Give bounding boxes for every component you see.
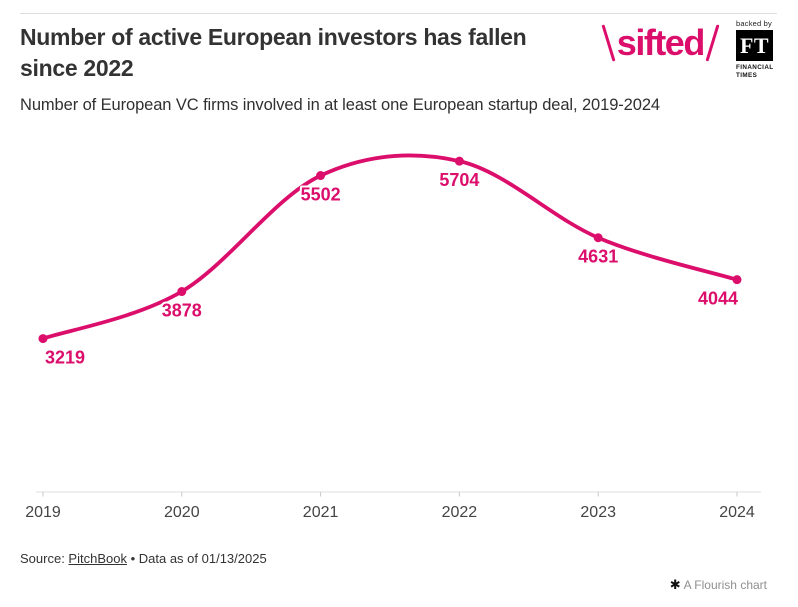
sifted-wordmark: sifted <box>616 22 706 63</box>
data-point-label: 3878 <box>162 301 202 321</box>
ft-logo: backed by FT FINANCIAL TIMES <box>736 19 773 79</box>
flourish-credit-link[interactable]: ✱ A Flourish chart <box>669 577 767 593</box>
x-axis-label: 2019 <box>25 504 61 521</box>
data-point-label: 5704 <box>439 170 479 190</box>
flourish-icon: ✱ <box>669 577 681 592</box>
data-point[interactable] <box>38 334 48 344</box>
data-point-label: 4044 <box>698 289 738 309</box>
source-separator: • <box>126 551 139 566</box>
ft-name-line2: TIMES <box>736 71 758 79</box>
top-divider <box>20 13 777 14</box>
x-axis-label: 2024 <box>719 504 755 521</box>
ft-monogram-icon: FT <box>736 30 773 61</box>
data-point-label: 5502 <box>301 185 341 205</box>
source-link[interactable]: PitchBook <box>68 551 127 566</box>
ft-name: FINANCIAL TIMES <box>736 64 773 79</box>
data-point-label: 3219 <box>45 348 85 368</box>
chart-line <box>41 153 739 341</box>
x-axis-label: 2022 <box>442 504 478 521</box>
ft-backed-by-label: backed by <box>736 19 772 28</box>
ft-name-line1: FINANCIAL <box>736 64 774 71</box>
chart-subtitle: Number of European VC firms involved in … <box>20 96 660 114</box>
data-point-label: 4631 <box>578 247 618 267</box>
x-axis-label: 2023 <box>580 504 616 521</box>
data-point[interactable] <box>177 287 187 297</box>
source-prefix: Source: <box>20 551 69 566</box>
flourish-credit-text: A Flourish chart <box>683 578 767 592</box>
ft-monogram-text: FT <box>739 32 770 58</box>
x-axis-label: 2020 <box>164 504 200 521</box>
x-axis-label: 2021 <box>303 504 339 521</box>
sifted-ft-branding: sifted backed by FT FINANCIAL TIMES <box>601 0 773 79</box>
source-date: Data as of 01/13/2025 <box>138 551 267 566</box>
data-point[interactable] <box>732 275 742 285</box>
data-point[interactable] <box>454 156 464 166</box>
sifted-logo: sifted <box>601 22 720 63</box>
data-point[interactable] <box>593 233 603 243</box>
data-point[interactable] <box>316 171 326 181</box>
chart-title: Number of active European investors has … <box>20 24 527 81</box>
source-line: Source: PitchBook • Data as of 01/13/202… <box>20 551 267 566</box>
